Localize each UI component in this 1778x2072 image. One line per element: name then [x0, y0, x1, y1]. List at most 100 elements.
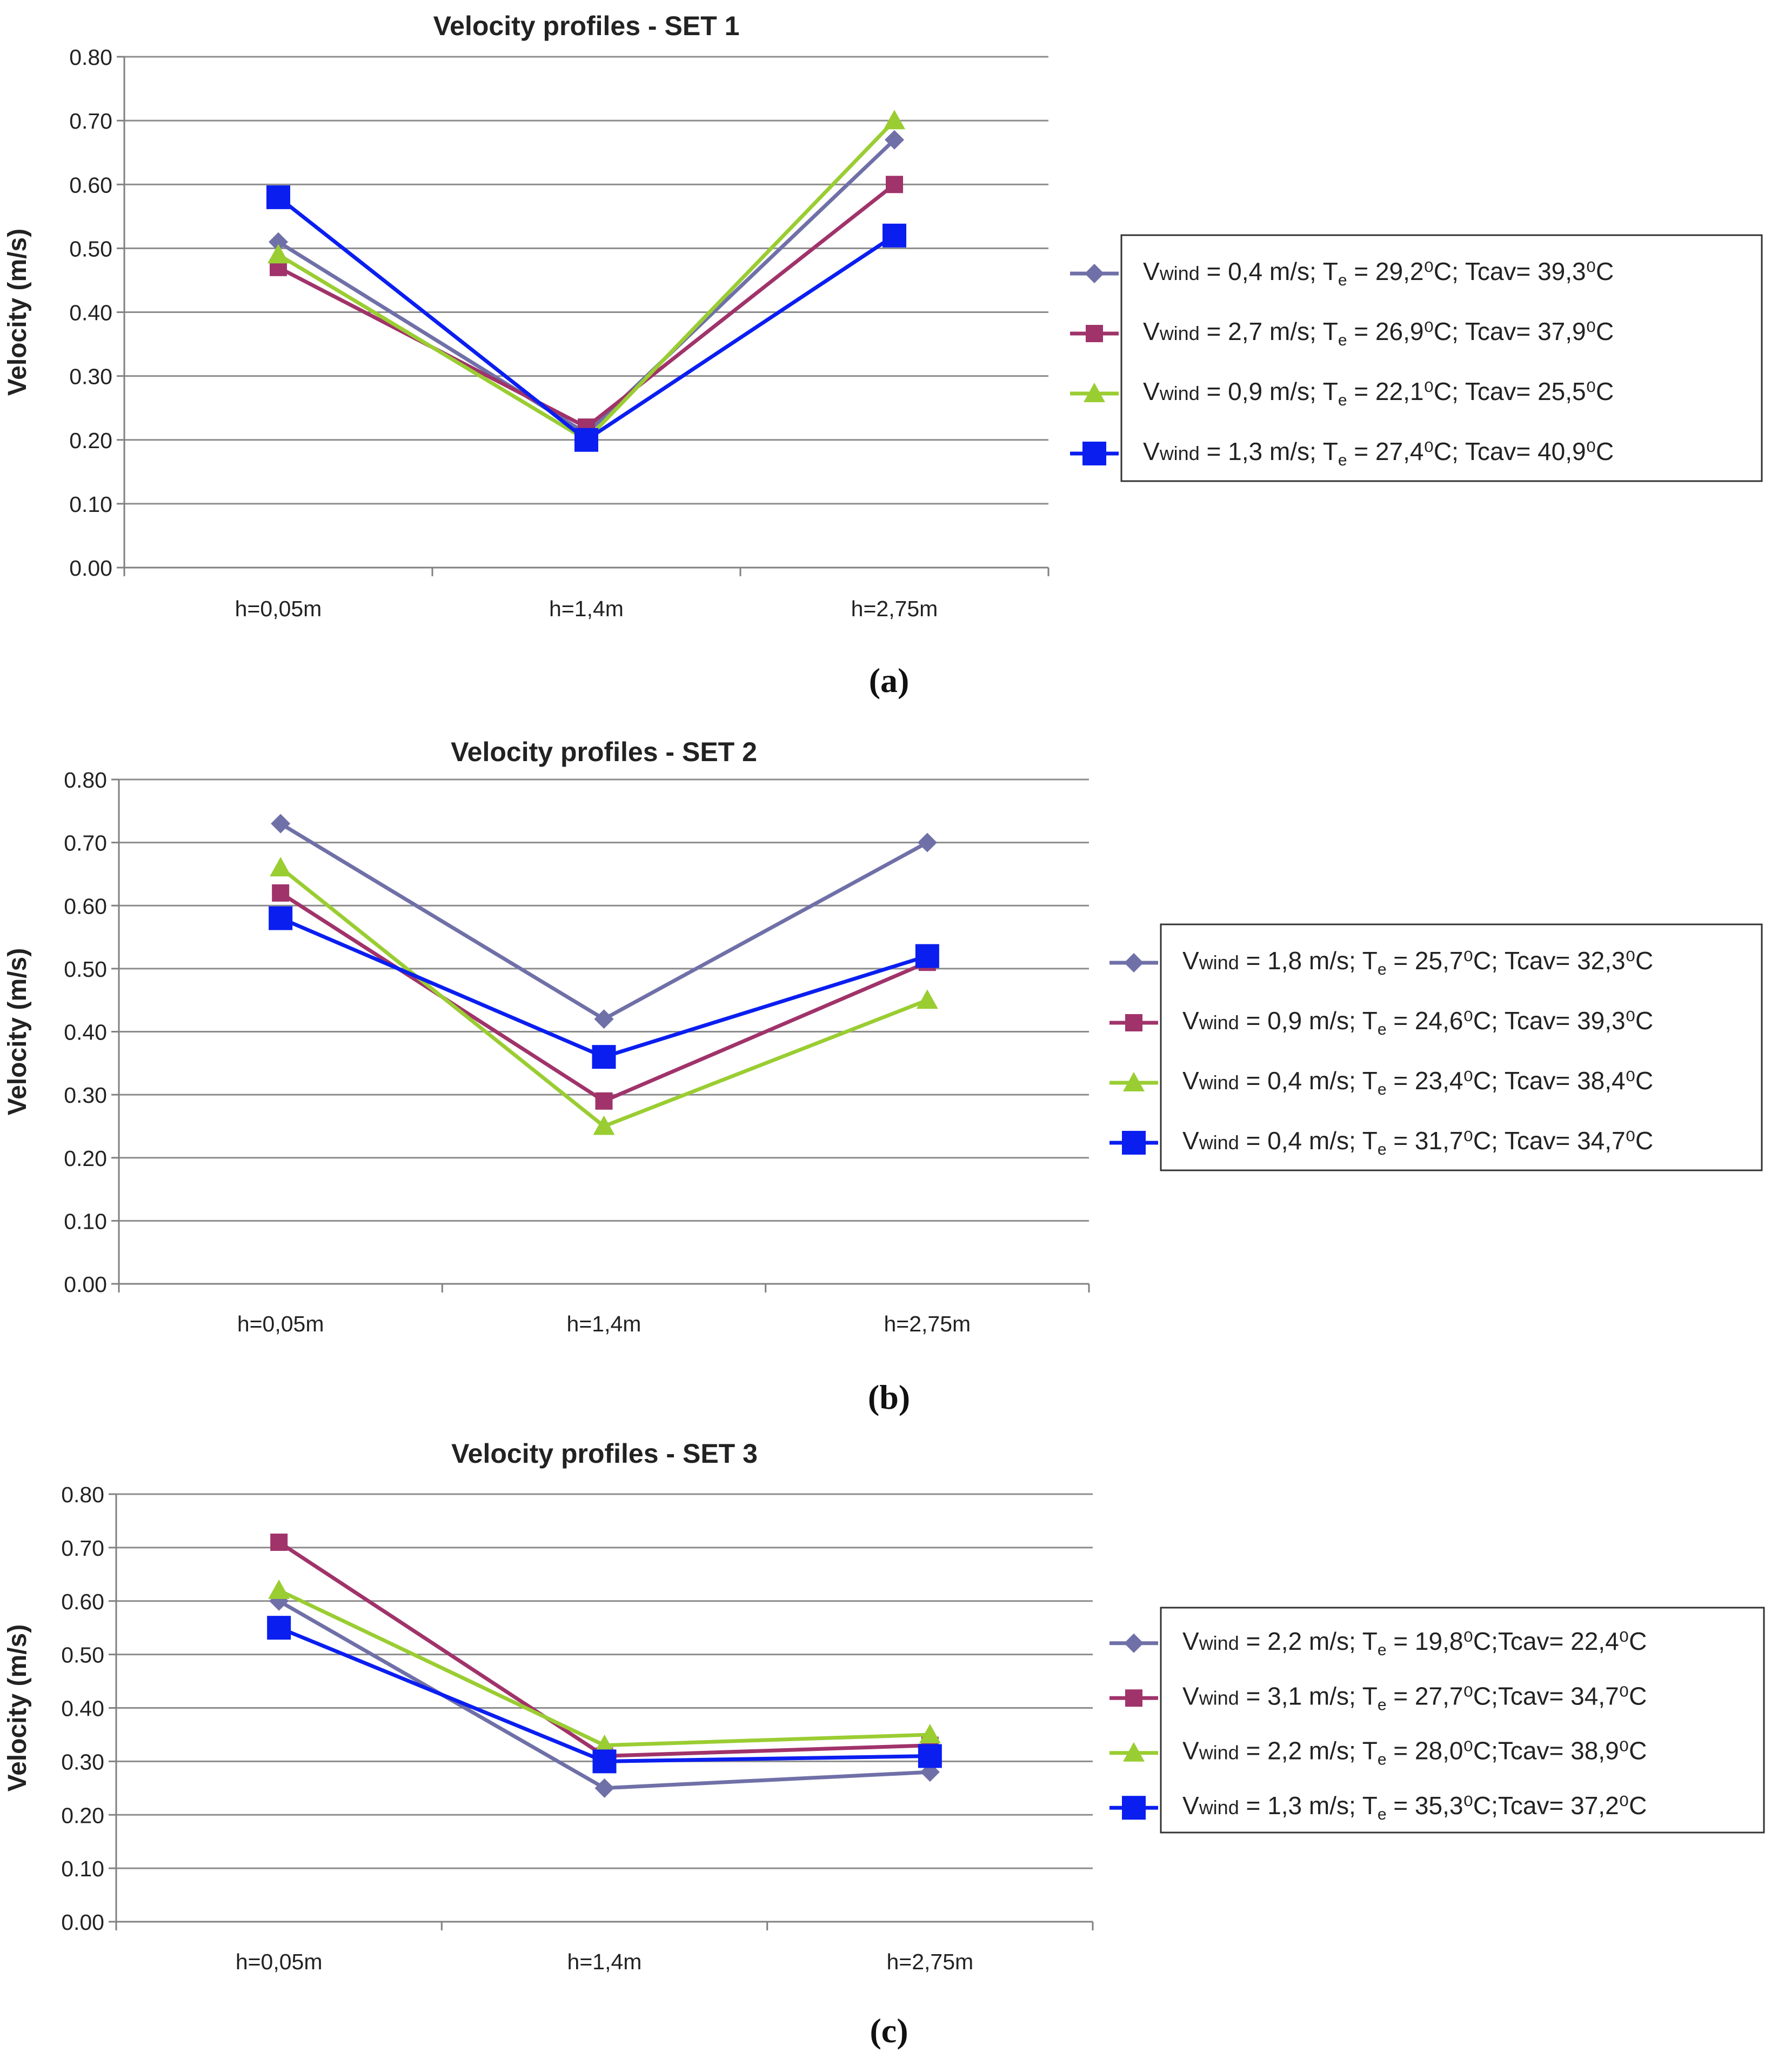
legend-entry-part: e [1378, 1805, 1387, 1823]
y-tick-label: 0.20 [69, 428, 112, 453]
legend-swatch-marker [1082, 441, 1106, 465]
series-3-line [279, 866, 928, 1128]
legend-entry-part: = 19,8⁰C;Tcav= 22,4⁰C [1387, 1627, 1647, 1655]
legend-entry-part: V [1143, 257, 1160, 285]
series-2-point [886, 176, 903, 194]
y-axis-label: Velocity (m/s) [3, 948, 32, 1115]
y-tick-label: 0.70 [64, 831, 107, 856]
series-3-point [919, 1723, 941, 1743]
chart-2: Velocity profiles - SET 2 0.00 0.10 0.20 0.3… [3, 737, 1763, 1416]
series-2-line [279, 891, 928, 1103]
legend-entry-part: e [1378, 1751, 1387, 1769]
x-tick-label: h=0,05m [235, 596, 322, 621]
x-tick-label: h=1,4m [567, 1949, 642, 1974]
legend-entry: Vwind = 0,9 m/s; Te = 24,6⁰C; Tcav= 39,3… [1182, 1007, 1653, 1038]
legend-entry-part: wind [1159, 382, 1200, 404]
y-tick-label: 0.00 [61, 1910, 104, 1935]
y-tick-label: 0.20 [61, 1803, 104, 1828]
series-1-line [279, 822, 928, 1021]
y-tick-label: 0.00 [69, 556, 112, 581]
legend-entry-part: = 0,4 m/s; T [1239, 1067, 1378, 1095]
y-tick-label: 0.60 [64, 894, 107, 918]
legend-entry-part: = 0,9 m/s; T [1200, 377, 1338, 405]
legend-entry-part: wind [1159, 322, 1200, 344]
legend-swatch-marker [1122, 1130, 1146, 1155]
legend-entry-part: e [1378, 961, 1387, 978]
y-tick-label: 0.60 [69, 172, 112, 197]
legend-entry-part: = 27,7⁰C;Tcav= 34,7⁰C [1387, 1682, 1647, 1710]
legend-entry-part: wind [1199, 1796, 1239, 1818]
legend-entry-part: wind [1199, 1742, 1239, 1764]
legend-entry-part: = 25,7⁰C; Tcav= 32,3⁰C [1387, 947, 1654, 975]
chart-3: Velocity profiles - SET 3 0.00 0.10 0.20 0.3… [3, 1438, 1765, 2050]
legend-entry-part: = 1,3 m/s; T [1200, 437, 1338, 465]
series-1-point [271, 814, 291, 834]
series-2-point [272, 884, 290, 902]
legend-entry-part: wind [1199, 1071, 1239, 1094]
x-tick-label: h=2,75m [886, 1949, 973, 1974]
legend-entry: Vwind = 1,3 m/s; Te = 35,3⁰C;Tcav= 37,2⁰… [1182, 1791, 1647, 1823]
legend-entry: Vwind = 0,4 m/s; Te = 29,2⁰C; Tcav= 39,3… [1143, 257, 1614, 289]
y-tick-label: 0.30 [61, 1749, 104, 1774]
legend-entry-part: V [1182, 1682, 1199, 1710]
y-tick-label: 0.80 [61, 1482, 104, 1507]
legend-swatch-marker [1125, 1014, 1142, 1032]
legend-swatch-marker [1085, 264, 1104, 284]
y-tick-label: 0.10 [64, 1209, 107, 1234]
series-4-point [918, 1744, 942, 1768]
legend-entry-part: = 27,4⁰C; Tcav= 40,9⁰C [1347, 437, 1614, 465]
legend-entry: Vwind = 3,1 m/s; Te = 27,7⁰C;Tcav= 34,7⁰… [1182, 1682, 1647, 1714]
legend-entry-part: e [1338, 451, 1347, 469]
y-tick-label: 0.80 [69, 45, 112, 70]
series-2-point [270, 1533, 288, 1551]
x-tick-label: h=0,05m [237, 1311, 324, 1336]
series-3-point [593, 1115, 615, 1135]
y-tick-label: 0.30 [69, 364, 112, 389]
legend-entry-part: V [1143, 317, 1160, 345]
legend-entry: Vwind = 0,9 m/s; Te = 22,1⁰C; Tcav= 25,5… [1143, 377, 1614, 409]
panel-caption: (a) [869, 661, 910, 699]
legend-entry-part: = 0,4 m/s; T [1239, 1127, 1378, 1155]
y-tick-label: 0.50 [64, 957, 107, 982]
series-3-line [277, 119, 896, 442]
y-tick-label: 0.40 [69, 301, 112, 325]
series-2-line [277, 183, 896, 429]
series-4-point [266, 185, 290, 209]
y-tick-label: 0.20 [64, 1146, 107, 1171]
legend-entry-part: = 31,7⁰C; Tcav= 34,7⁰C [1387, 1127, 1654, 1155]
panel-caption: (c) [870, 2011, 908, 2050]
legend-swatch-marker [1123, 1071, 1145, 1091]
y-tick-label: 0.60 [61, 1589, 104, 1614]
y-tick-label: 0.50 [69, 236, 112, 261]
legend-entry-part: V [1182, 1627, 1199, 1655]
legend-entry: Vwind = 2,2 m/s; Te = 28,0⁰C;Tcav= 38,9⁰… [1182, 1737, 1647, 1769]
legend-swatch-marker [1123, 1742, 1145, 1762]
chart-title: Velocity profiles - SET 3 [451, 1438, 758, 1469]
legend-entry-part: = 2,7 m/s; T [1200, 317, 1338, 345]
series-4-line [277, 196, 895, 442]
legend-entry-part: = 28,0⁰C;Tcav= 38,9⁰C [1387, 1737, 1647, 1765]
legend-swatch-marker [1125, 1689, 1142, 1707]
legend-swatch-marker [1124, 1633, 1144, 1653]
chart-title: Velocity profiles - SET 2 [451, 737, 757, 767]
legend-entry-part: = 29,2⁰C; Tcav= 39,3⁰C [1347, 257, 1614, 285]
legend-entry-part: V [1182, 1067, 1199, 1095]
legend-entry-part: = 2,2 m/s; T [1239, 1737, 1378, 1765]
legend-swatch-marker [1084, 382, 1105, 402]
legend-entry-part: = 26,9⁰C; Tcav= 37,9⁰C [1347, 317, 1614, 345]
x-tick-label: h=1,4m [549, 596, 624, 621]
legend-entry-part: e [1378, 1081, 1387, 1098]
legend-entry-part: = 0,9 m/s; T [1239, 1007, 1378, 1035]
legend-swatch-marker [1124, 953, 1144, 973]
legend-entry-part: = 24,6⁰C; Tcav= 39,3⁰C [1387, 1007, 1654, 1035]
series-1-point [269, 232, 288, 252]
series-4-point [574, 428, 598, 452]
series-1-point [885, 130, 904, 150]
legend-entry: Vwind = 2,2 m/s; Te = 19,8⁰C;Tcav= 22,4⁰… [1182, 1627, 1647, 1659]
legend-entry-part: wind [1199, 1687, 1239, 1709]
legend-box [1160, 923, 1763, 1171]
series-1-point [917, 832, 937, 852]
legend-entry-part: wind [1159, 442, 1200, 464]
legend-entry-part: wind [1199, 1131, 1239, 1154]
legend-entry-part: = 22,1⁰C; Tcav= 25,5⁰C [1347, 377, 1614, 405]
